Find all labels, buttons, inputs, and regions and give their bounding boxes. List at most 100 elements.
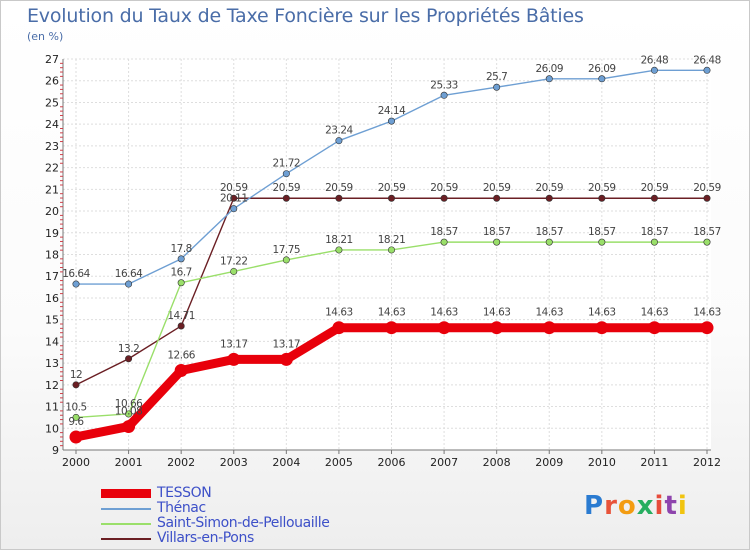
data-point (650, 66, 658, 74)
data-label: 20.59 (325, 182, 353, 194)
data-point (125, 355, 133, 363)
data-label: 10.08 (115, 406, 143, 418)
data-label: 26.09 (535, 63, 563, 75)
data-label: 14.63 (378, 307, 406, 319)
data-point (279, 352, 293, 366)
proxiti-logo: Proxiti (584, 491, 688, 521)
data-point (545, 238, 553, 246)
legend-item: Thénac (101, 501, 329, 516)
data-point (335, 194, 343, 202)
x-tick-label: 2007 (430, 456, 458, 469)
data-label: 13.17 (273, 338, 301, 350)
data-point (493, 83, 501, 91)
x-tick-label: 2003 (220, 456, 248, 469)
data-label: 18.57 (483, 226, 511, 238)
series-tesson: 9.6 10.08 12.66 13.17 13.17 14.63 14.63 14.63 14… (68, 307, 721, 444)
data-label: 18.57 (588, 226, 616, 238)
data-label: 17.22 (220, 255, 248, 267)
x-tick-label: 2000 (62, 456, 90, 469)
x-tick-label: 2008 (483, 456, 511, 469)
data-point (387, 117, 395, 125)
data-point (598, 194, 606, 202)
data-label: 18.57 (535, 226, 563, 238)
data-label: 20.59 (588, 182, 616, 194)
data-point (177, 279, 185, 287)
data-point (335, 246, 343, 254)
data-point (703, 194, 711, 202)
logo-letter: P (584, 491, 605, 521)
x-tick-label: 2005 (325, 456, 353, 469)
data-point (703, 66, 711, 74)
y-tick-label: 16 (45, 292, 59, 305)
data-point (385, 321, 398, 335)
data-point (335, 137, 343, 145)
data-point (125, 280, 133, 288)
x-tick-label: 2006 (378, 456, 406, 469)
y-tick-label: 13 (45, 357, 59, 370)
logo-letter: o (617, 491, 637, 521)
data-label: 14.63 (483, 307, 511, 319)
data-label: 24.14 (378, 105, 406, 117)
logo-letter: x (636, 491, 655, 521)
legend-label: Saint-Simon-de-Pellouaille (157, 515, 330, 531)
chart-title: Evolution du Taux de Taxe Foncière sur l… (27, 5, 584, 27)
data-point (125, 410, 133, 418)
data-label: 14.63 (641, 307, 669, 319)
y-tick-label: 11 (45, 401, 59, 414)
data-point (700, 321, 714, 335)
data-label: 18.57 (430, 226, 458, 238)
data-point (440, 194, 448, 202)
data-label: 23.24 (325, 125, 353, 137)
y-tick-label: 21 (45, 183, 59, 196)
data-label: 20.59 (641, 182, 669, 194)
data-point (282, 170, 290, 178)
logo-letter: i (654, 491, 665, 521)
logo-letter: i (677, 491, 688, 521)
series-villars-en-pons: 12 13.2 14.71 20.59 20.59 20.59 20.59 20.59 20.5… (70, 182, 721, 389)
data-point (437, 321, 451, 335)
data-label: 20.59 (220, 182, 248, 194)
data-point (174, 363, 188, 377)
data-point (440, 238, 448, 246)
data-label: 20.59 (378, 182, 406, 194)
data-label: 12.66 (167, 349, 195, 361)
legend-label: TESSON (157, 485, 212, 501)
data-point (122, 420, 136, 434)
data-label: 10.5 (65, 401, 86, 413)
data-point (493, 194, 501, 202)
y-tick-label: 19 (45, 227, 59, 240)
legend-swatch (101, 522, 151, 525)
data-label: 26.48 (641, 54, 669, 66)
data-label: 14.63 (430, 307, 458, 319)
data-point (650, 194, 658, 202)
data-label: 18.21 (325, 234, 353, 246)
y-tick-label: 24 (45, 118, 59, 131)
data-label: 14.63 (588, 307, 616, 319)
x-tick-label: 2011 (640, 456, 668, 469)
y-tick-label: 22 (45, 162, 59, 175)
data-label: 14.71 (167, 310, 195, 322)
data-label: 9.6 (68, 416, 84, 428)
data-point (545, 194, 553, 202)
data-point (387, 194, 395, 202)
unit-label: (en %) (27, 30, 64, 43)
legend-label: Thénac (157, 500, 206, 516)
data-point (595, 321, 609, 335)
data-label: 25.7 (486, 71, 507, 83)
data-point (650, 238, 658, 246)
data-point (545, 75, 553, 83)
data-point (177, 255, 185, 263)
data-point (598, 238, 606, 246)
x-tick-label: 2001 (115, 456, 143, 469)
y-tick-label: 18 (45, 249, 59, 262)
y-tick-label: 14 (45, 335, 59, 348)
x-tick-label: 2002 (167, 456, 195, 469)
data-point (69, 430, 83, 444)
x-tick-label: 2004 (272, 456, 300, 469)
data-point (703, 238, 711, 246)
data-point (282, 256, 290, 264)
data-point (230, 205, 238, 213)
data-label: 21.72 (273, 158, 301, 170)
